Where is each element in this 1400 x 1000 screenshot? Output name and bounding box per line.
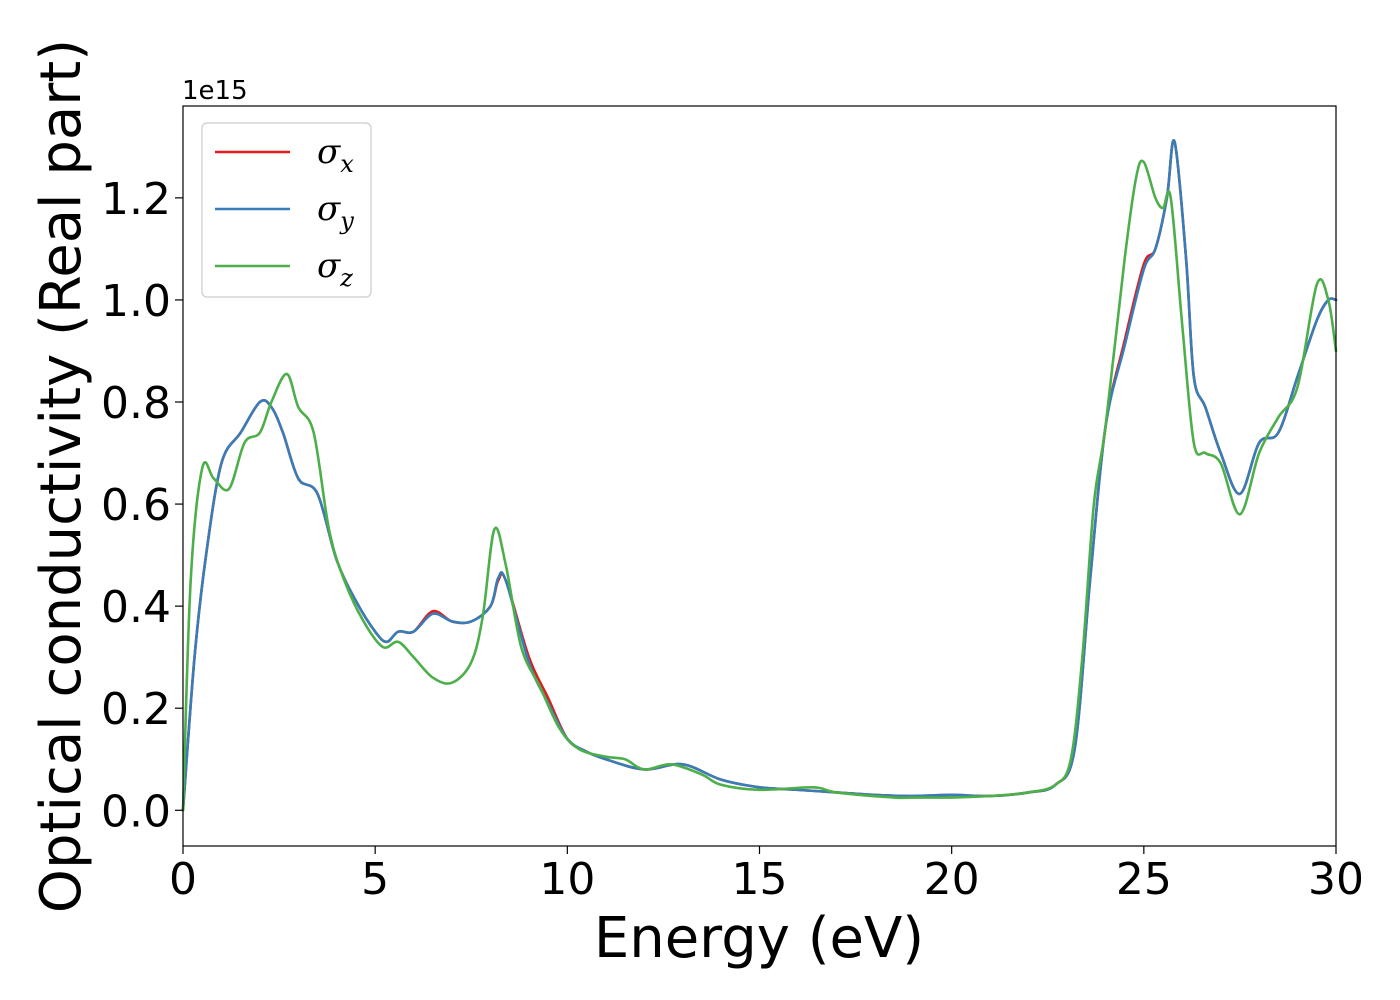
x-tick-label: 0: [169, 854, 197, 905]
series-line-y: [181, 139, 1338, 812]
y-tick-label: 0.2: [101, 684, 171, 735]
legend-label-y: σy: [317, 189, 354, 235]
series-layer: [181, 139, 1338, 812]
x-tick-label: 30: [1308, 854, 1364, 905]
x-axis-title: Energy (eV): [594, 906, 924, 971]
x-tick-label: 10: [539, 854, 595, 905]
x-tick-label: 5: [361, 854, 389, 905]
y-tick-label: 0.6: [101, 480, 171, 531]
x-tick-label: 20: [924, 854, 980, 905]
x-tick-label: 15: [732, 854, 788, 905]
y-tick-label: 1.2: [101, 174, 171, 225]
y-tick-label: 0.8: [101, 378, 171, 429]
y-tick-label: 0.0: [101, 786, 171, 837]
series-line-z: [181, 159, 1338, 812]
y-axis-ticks: 0.0 0.2 0.4 0.6 0.8 1.0 1.2: [101, 174, 183, 837]
y-offset-label: 1e15: [182, 76, 248, 106]
legend: σx σy σz: [201, 122, 372, 298]
legend-label-z: σz: [317, 246, 353, 292]
y-tick-label: 1.0: [101, 276, 171, 327]
plot-background: [183, 106, 1336, 846]
legend-label-x: σx: [317, 132, 354, 178]
x-tick-label: 25: [1116, 854, 1172, 905]
y-axis-title: Optical conductivity (Real part): [29, 39, 94, 913]
y-tick-label: 0.4: [101, 582, 171, 633]
x-axis-ticks: 0 5 10 15 20 25 30: [169, 846, 1364, 905]
